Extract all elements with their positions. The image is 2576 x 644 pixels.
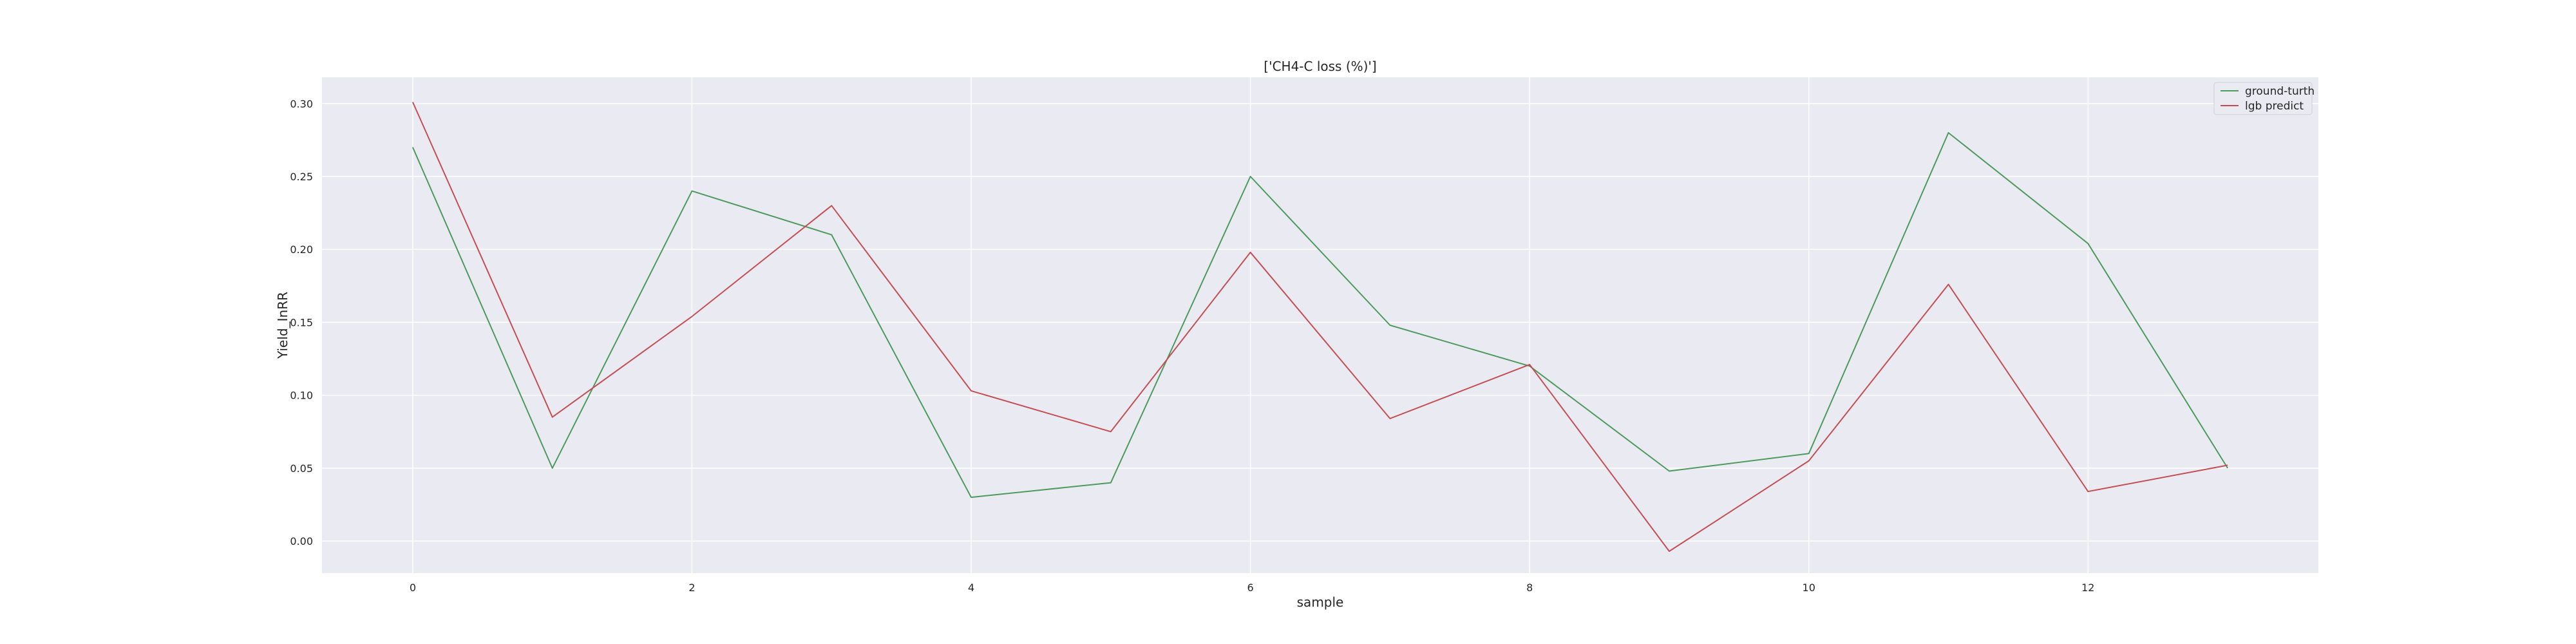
y-tick-label: 0.10 [290, 390, 313, 402]
y-tick-label: 0.20 [290, 243, 313, 256]
legend-label-ground-turth: ground-turth [2245, 85, 2315, 98]
y-tick-label: 0.15 [290, 316, 313, 328]
series-layer [412, 102, 2228, 552]
x-tick-label: 8 [1526, 582, 1533, 594]
series-line-ground-turth [412, 132, 2228, 498]
legend: ground-turth lgb predict [2213, 82, 2315, 115]
y-tick-label: 0.30 [290, 98, 313, 110]
y-tick-label: 0.05 [290, 462, 313, 475]
series-line-lgb-predict [412, 102, 2228, 552]
x-axis-label: sample [1297, 594, 1344, 610]
legend-label-lgb-predict: lgb predict [2245, 100, 2304, 113]
x-tick-label: 10 [1803, 582, 1815, 594]
x-gridlines [412, 77, 2089, 573]
x-tick-label: 0 [410, 582, 416, 594]
x-tick-label: 12 [2081, 582, 2094, 594]
y-tick-labels: 0.00 0.05 0.10 0.15 0.20 0.25 0.30 [290, 98, 313, 547]
chart-title: ['CH4-C loss (%)'] [1264, 59, 1376, 74]
x-tick-labels: 0 2 4 6 8 10 12 [410, 582, 2095, 594]
y-gridlines [322, 103, 2318, 542]
x-tick-label: 6 [1247, 582, 1254, 594]
y-tick-label: 0.25 [290, 171, 313, 183]
y-tick-label: 0.00 [290, 535, 313, 547]
x-tick-label: 4 [968, 582, 974, 594]
x-tick-label: 2 [688, 582, 695, 594]
plot-background [322, 77, 2318, 573]
y-axis-label: Yield_InRR [275, 292, 290, 359]
